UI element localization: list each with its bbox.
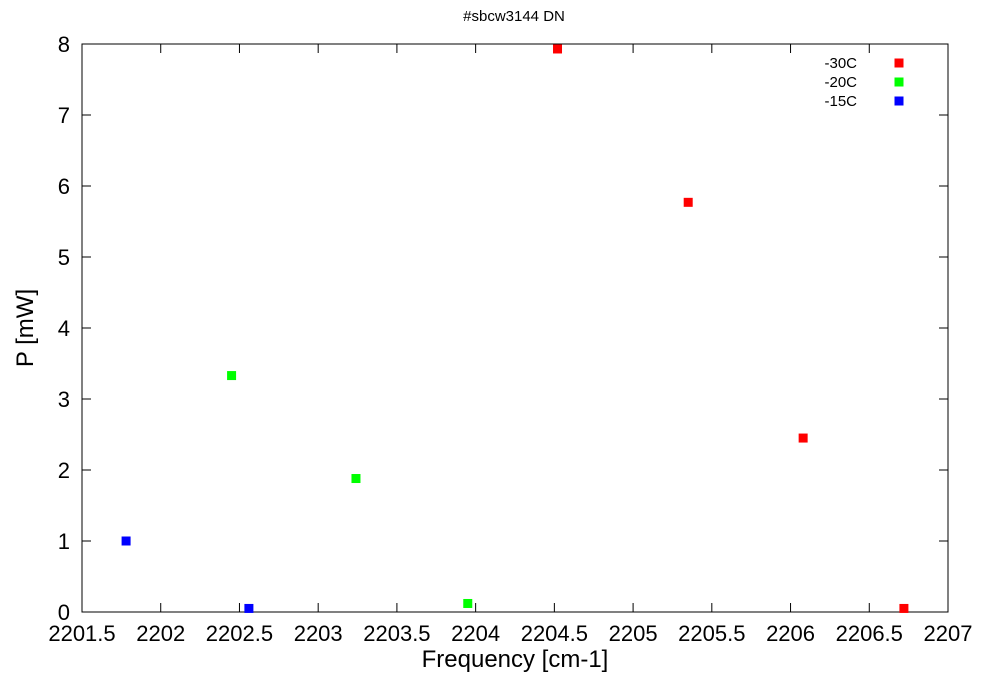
x-tick-label: 2203.5 (363, 621, 430, 646)
x-tick-label: 2204 (451, 621, 500, 646)
point-15C-1 (244, 603, 254, 613)
point-20C-2 (463, 598, 473, 608)
legend: -30C -20C -15C (824, 55, 904, 110)
x-tick-label: 2201.5 (48, 621, 115, 646)
x-tick-label: 2207 (924, 621, 973, 646)
point-30C-1 (683, 197, 693, 207)
y-tick-label: 5 (58, 245, 70, 270)
legend-swatch (894, 96, 904, 106)
y-tick-label: 1 (58, 529, 70, 554)
y-tick-label: 2 (58, 458, 70, 483)
x-tick-label: 2205 (609, 621, 658, 646)
y-tick-label: 0 (58, 600, 70, 625)
y-tick-label: 7 (58, 103, 70, 128)
y-tick-label: 4 (58, 316, 70, 341)
x-tick-label: 2206 (766, 621, 815, 646)
legend-swatch (894, 77, 904, 87)
x-tick-label: 2202 (136, 621, 185, 646)
legend-label: -30C (824, 55, 857, 72)
point-30C-2 (798, 433, 808, 443)
y-axis: 0 1 2 3 4 5 6 7 8 (58, 32, 948, 625)
legend-label: -15C (824, 93, 857, 110)
data-points (121, 44, 909, 613)
plot-frame (81, 43, 949, 613)
x-tick-label: 2204.5 (521, 621, 588, 646)
x-tick-label: 2206.5 (836, 621, 903, 646)
point-30C-3 (899, 603, 909, 613)
point-15C-0 (121, 536, 131, 546)
y-tick-label: 6 (58, 174, 70, 199)
x-tick-label: 2205.5 (678, 621, 745, 646)
y-tick-label: 8 (58, 32, 70, 57)
point-30C-0 (553, 44, 563, 54)
point-20C-0 (227, 371, 237, 381)
y-axis-title: P [mW] (12, 289, 39, 367)
x-axis: 2201.5 2202 2202.5 2203 2203.5 2204 2204.5 2205… (48, 44, 972, 646)
x-axis-title: Frequency [cm-1] (422, 646, 609, 673)
x-tick-label: 2203 (294, 621, 343, 646)
chart-title: #sbcw3144 DN (463, 8, 565, 25)
legend-label: -20C (824, 74, 857, 91)
legend-swatch (894, 58, 904, 68)
y-tick-label: 3 (58, 387, 70, 412)
point-20C-1 (351, 474, 361, 484)
x-tick-label: 2202.5 (206, 621, 273, 646)
